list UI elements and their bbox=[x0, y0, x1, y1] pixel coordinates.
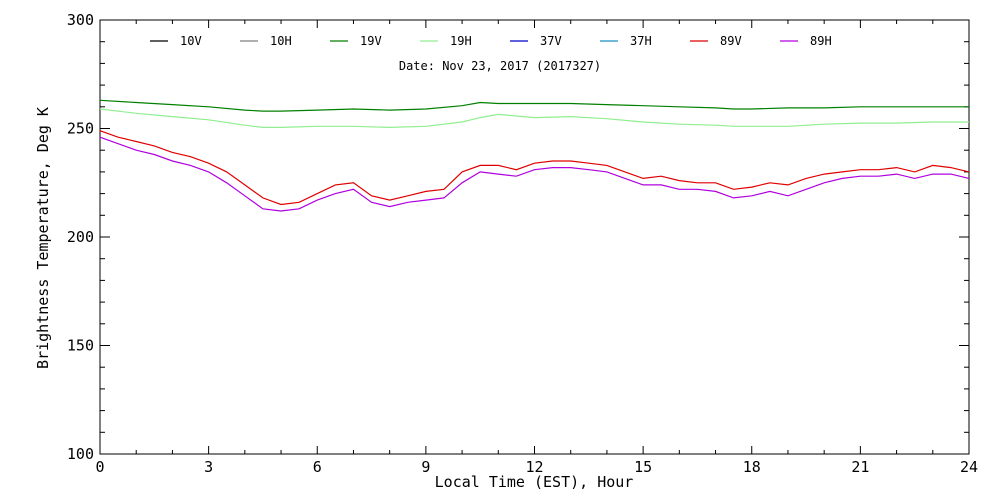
x-tick-label: 9 bbox=[421, 458, 430, 476]
legend-label-37v: 37V bbox=[540, 34, 562, 48]
y-tick-label: 250 bbox=[67, 120, 94, 138]
x-tick-label: 15 bbox=[634, 458, 652, 476]
y-axis-title: Brightness Temperature, Deg K bbox=[34, 107, 52, 369]
series-line-89h bbox=[99, 136, 970, 212]
x-tick-label: 12 bbox=[525, 458, 543, 476]
series-line-19h bbox=[99, 108, 969, 129]
chart-subtitle: Date: Nov 23, 2017 (2017327) bbox=[399, 59, 601, 73]
plot-frame bbox=[99, 19, 970, 455]
x-axis-title: Local Time (EST), Hour bbox=[435, 473, 634, 491]
y-tick-label: 200 bbox=[67, 228, 94, 246]
x-tick-label: 24 bbox=[960, 458, 978, 476]
y-tick-label: 150 bbox=[67, 337, 94, 355]
legend-label-19h: 19H bbox=[450, 34, 472, 48]
series-lines bbox=[99, 99, 970, 212]
legend: 10V 10H 19V 19H 37V 37H 89V 89H bbox=[150, 34, 832, 48]
legend-label-89v: 89V bbox=[720, 34, 742, 48]
series-line-89v bbox=[99, 130, 970, 206]
legend-label-19v: 19V bbox=[360, 34, 382, 48]
y-tick-label: 300 bbox=[67, 11, 94, 29]
x-tick-label: 18 bbox=[743, 458, 761, 476]
series-line-19v bbox=[99, 99, 969, 112]
x-tick-label: 6 bbox=[313, 458, 322, 476]
y-tick-label: 100 bbox=[67, 445, 94, 463]
legend-label-10h: 10H bbox=[270, 34, 292, 48]
axis-ticks: 0 3 6 9 12 15 18 21 24 100 150 200 250 300 bbox=[67, 11, 978, 476]
legend-label-37h: 37H bbox=[630, 34, 652, 48]
legend-label-89h: 89H bbox=[810, 34, 832, 48]
x-tick-label: 3 bbox=[204, 458, 213, 476]
x-tick-label: 0 bbox=[95, 458, 104, 476]
x-tick-label: 21 bbox=[851, 458, 869, 476]
legend-label-10v: 10V bbox=[180, 34, 202, 48]
